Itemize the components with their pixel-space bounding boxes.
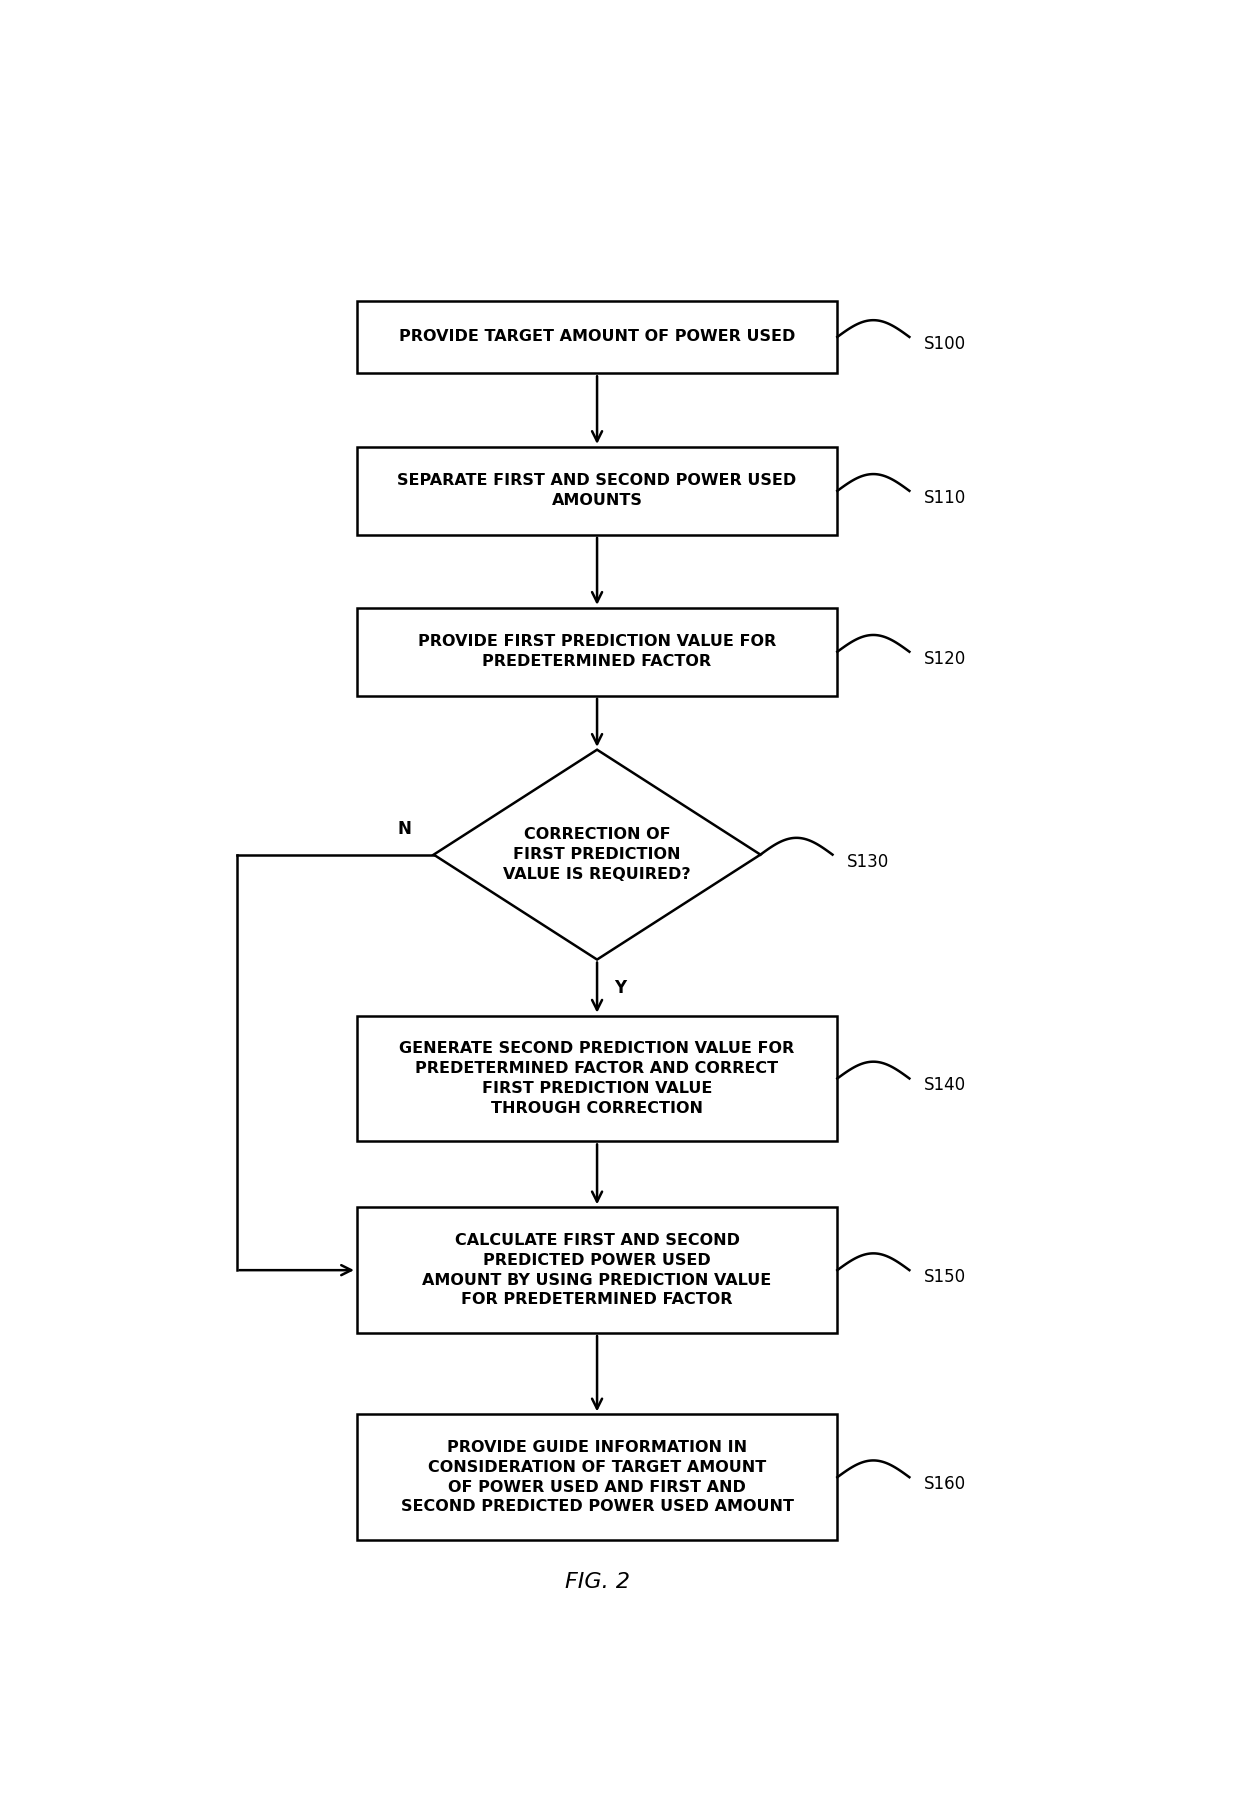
Text: GENERATE SECOND PREDICTION VALUE FOR
PREDETERMINED FACTOR AND CORRECT
FIRST PRED: GENERATE SECOND PREDICTION VALUE FOR PRE…: [399, 1041, 795, 1116]
Text: CALCULATE FIRST AND SECOND
PREDICTED POWER USED
AMOUNT BY USING PREDICTION VALUE: CALCULATE FIRST AND SECOND PREDICTED POW…: [423, 1234, 771, 1308]
FancyBboxPatch shape: [357, 1206, 837, 1334]
Text: S140: S140: [924, 1076, 966, 1094]
Text: S110: S110: [924, 489, 966, 507]
Text: CORRECTION OF
FIRST PREDICTION
VALUE IS REQUIRED?: CORRECTION OF FIRST PREDICTION VALUE IS …: [503, 827, 691, 881]
Text: S160: S160: [924, 1475, 966, 1494]
FancyBboxPatch shape: [357, 1016, 837, 1141]
Text: S100: S100: [924, 334, 966, 352]
FancyBboxPatch shape: [357, 447, 837, 534]
Text: SEPARATE FIRST AND SECOND POWER USED
AMOUNTS: SEPARATE FIRST AND SECOND POWER USED AMO…: [398, 474, 796, 509]
FancyBboxPatch shape: [357, 1414, 837, 1541]
Text: PROVIDE FIRST PREDICTION VALUE FOR
PREDETERMINED FACTOR: PROVIDE FIRST PREDICTION VALUE FOR PREDE…: [418, 634, 776, 669]
FancyBboxPatch shape: [357, 300, 837, 372]
Text: S150: S150: [924, 1268, 966, 1286]
Text: Y: Y: [614, 979, 626, 996]
Polygon shape: [434, 750, 760, 959]
Text: FIG. 2: FIG. 2: [564, 1572, 630, 1592]
Text: S130: S130: [847, 852, 889, 870]
Text: S120: S120: [924, 650, 966, 669]
Text: N: N: [398, 819, 412, 838]
FancyBboxPatch shape: [357, 607, 837, 696]
Text: PROVIDE TARGET AMOUNT OF POWER USED: PROVIDE TARGET AMOUNT OF POWER USED: [399, 329, 795, 345]
Text: PROVIDE GUIDE INFORMATION IN
CONSIDERATION OF TARGET AMOUNT
OF POWER USED AND FI: PROVIDE GUIDE INFORMATION IN CONSIDERATI…: [401, 1441, 794, 1514]
